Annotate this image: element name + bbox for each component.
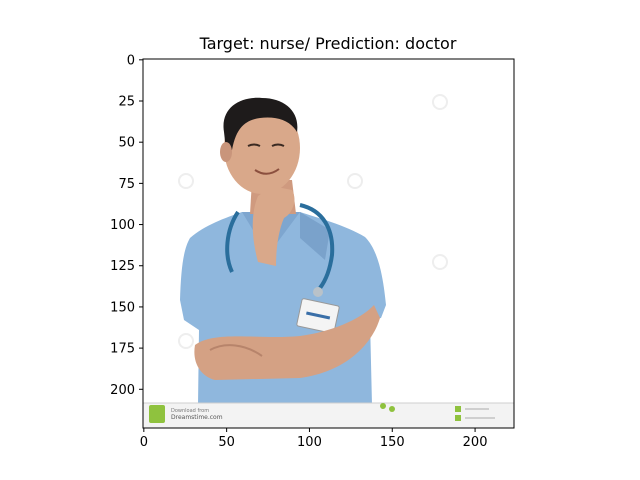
id-badge-stripe [306, 311, 331, 320]
scrubs-fold [300, 212, 330, 260]
watermark-square-1 [455, 406, 461, 412]
watermark-text-1: Download from [171, 408, 209, 414]
stethoscope-chestpiece [313, 287, 323, 297]
crossed-forearm [194, 305, 380, 380]
y-tick-label: 200 [110, 383, 135, 398]
stethoscope-right-tube [299, 203, 335, 290]
chart-title: Target: nurse/ Prediction: doctor [199, 34, 457, 53]
x-axis: 0 50 100 150 200 [140, 428, 488, 450]
x-tick-label: 0 [140, 435, 148, 450]
watermark-dot-2 [389, 406, 395, 412]
x-tick-label: 150 [380, 435, 405, 450]
smile [254, 168, 280, 175]
left-eye [247, 143, 261, 147]
y-tick-label: 175 [110, 342, 135, 357]
axes-frame [142, 58, 515, 429]
x-tick-label: 50 [218, 435, 235, 450]
y-tick-label: 25 [118, 95, 135, 110]
x-tick-label: 100 [297, 435, 322, 450]
watermark-strip [143, 403, 514, 428]
x-tick-label: 200 [463, 435, 488, 450]
dreamstime-logo-icon [149, 405, 165, 423]
watermark-square-2 [455, 415, 461, 421]
y-tick-label: 150 [110, 300, 135, 315]
y-tick-label: 50 [118, 136, 135, 151]
image-content: Download from Dreamstime.com [143, 59, 514, 428]
watermark-line-1 [465, 408, 489, 410]
y-tick-label: 75 [118, 177, 135, 192]
y-tick-label: 100 [110, 218, 135, 233]
y-tick-label: 125 [110, 259, 135, 274]
raised-arm [252, 186, 295, 266]
watermark-text-2: Dreamstime.com [171, 414, 223, 421]
watermark-line-2 [465, 417, 495, 419]
watermark-dot-1 [380, 403, 386, 409]
y-tick-label: 0 [127, 53, 135, 68]
stethoscope-left-tube [225, 210, 240, 273]
right-eye [271, 143, 285, 147]
ear [220, 142, 232, 162]
hair [223, 97, 298, 150]
y-axis: 0 25 50 75 100 125 150 175 200 [110, 53, 143, 398]
fingers [209, 344, 263, 357]
